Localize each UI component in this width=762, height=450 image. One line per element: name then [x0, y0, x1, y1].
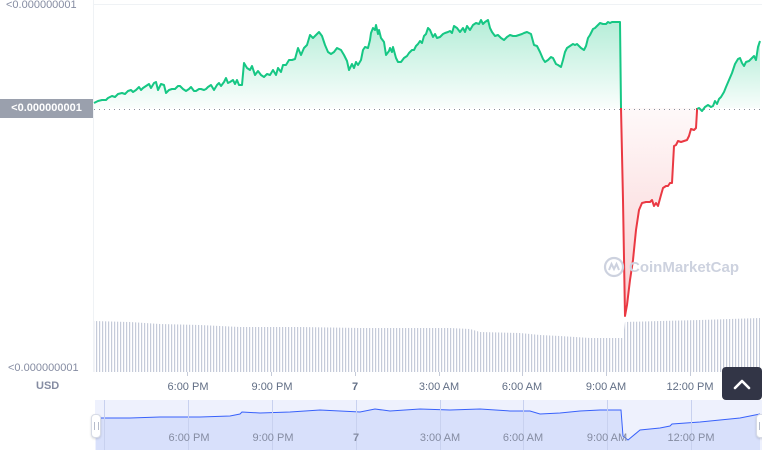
grip-icon: [93, 422, 99, 430]
chevron-up-icon: [733, 379, 751, 389]
navigator-gridlines: [104, 400, 692, 450]
navigator-area: [96, 409, 760, 450]
navigator-label-6am: 6:00 AM: [502, 432, 544, 444]
navigator-label-9am: 9:00 AM: [586, 432, 628, 444]
current-price-label: <0.000000001: [0, 99, 93, 118]
x-axis-label-6am: 6:00 AM: [501, 381, 543, 393]
navigator-label-12pm: 12:00 PM: [667, 432, 715, 444]
x-axis-label-12pm: 12:00 PM: [666, 381, 714, 393]
x-axis-label-9pm: 9:00 PM: [251, 381, 293, 393]
watermark-text: CoinMarketCap: [629, 258, 740, 276]
y-axis-bottom-label: <0.000000001: [8, 362, 79, 374]
coinmarketcap-logo-icon: [603, 256, 625, 278]
x-axis-label-6pm: 6:00 PM: [167, 381, 209, 393]
price-area-down: [621, 108, 697, 316]
price-line-up-recovery: [696, 40, 761, 112]
x-axis-label-9am: 9:00 AM: [585, 381, 627, 393]
navigator-left-handle[interactable]: [91, 414, 101, 438]
price-line-up: [93, 19, 622, 109]
navigator-label-6pm: 6:00 PM: [168, 432, 210, 444]
x-axis-label-3am: 3:00 AM: [418, 381, 460, 393]
navigator-label-9pm: 9:00 PM: [252, 432, 294, 444]
x-axis-ticks: [187, 372, 691, 376]
navigator-label-day7: 7: [352, 432, 360, 444]
price-line-down: [620, 107, 698, 317]
price-area-up-recovery: [697, 41, 760, 111]
navigator-right-handle[interactable]: [756, 414, 762, 438]
y-axis-top-label: <0.000000001: [6, 0, 77, 11]
x-axis-label-day7: 7: [351, 381, 359, 393]
scroll-to-top-button[interactable]: [722, 367, 762, 400]
volume-bars: [94, 318, 760, 372]
unit-label: USD: [36, 380, 60, 392]
navigator-label-3am: 3:00 AM: [419, 432, 461, 444]
navigator-line: [96, 408, 761, 441]
coinmarketcap-watermark: CoinMarketCap: [603, 256, 739, 278]
grip-icon: [758, 422, 762, 430]
